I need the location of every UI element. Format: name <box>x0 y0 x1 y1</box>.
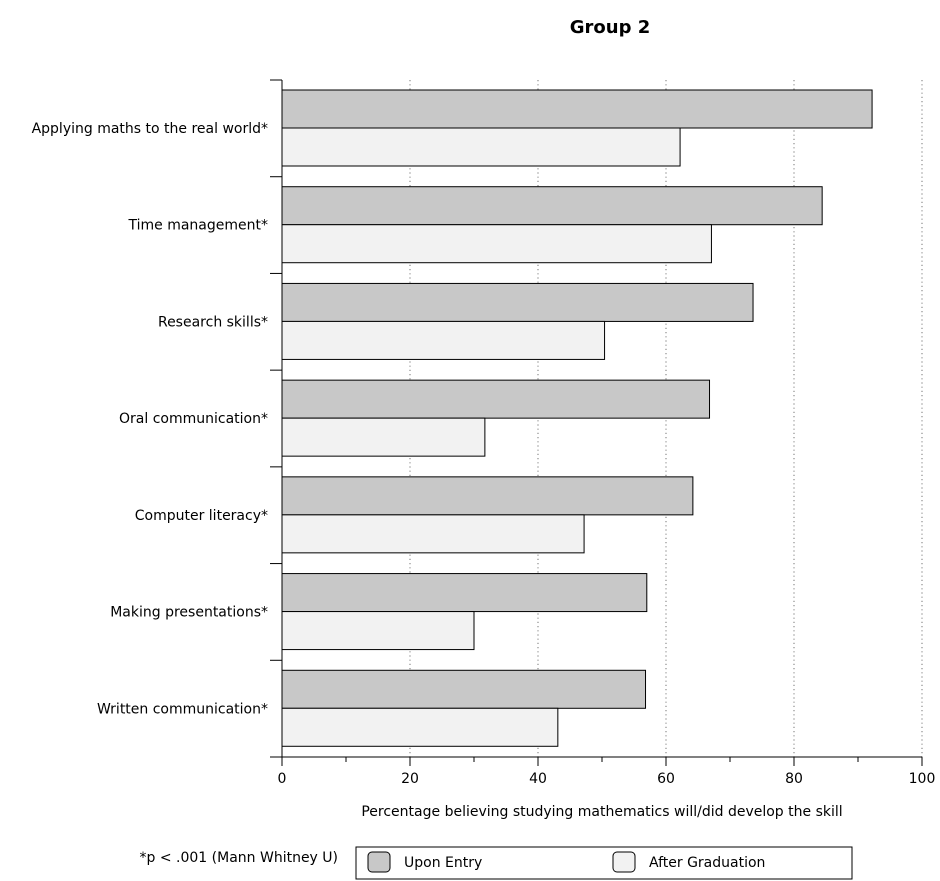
category-label: Research skills* <box>158 314 268 330</box>
x-tick-label: 40 <box>529 771 547 787</box>
bar-upon-entry-5 <box>281 573 648 613</box>
category-label: Making presentations* <box>110 605 268 621</box>
bar-after-graduation-3 <box>281 417 486 457</box>
bar-upon-entry-4 <box>281 476 694 516</box>
legend-label: Upon Entry <box>404 855 482 871</box>
x-axis-label: Percentage believing studying mathematic… <box>361 804 842 820</box>
category-label: Time management* <box>128 218 269 234</box>
legend-box <box>355 846 853 880</box>
axes <box>270 79 923 766</box>
x-tick-labels: 0 20 40 60 80 100 <box>278 771 936 787</box>
x-tick-label: 100 <box>909 771 936 787</box>
x-tick-label: 80 <box>785 771 803 787</box>
category-labels: Applying maths to the real world* Time ma… <box>32 121 268 717</box>
bar-after-graduation-0 <box>281 127 681 167</box>
significance-note: *p < .001 (Mann Whitney U) <box>140 850 338 866</box>
category-label: Computer literacy* <box>135 508 268 524</box>
bar-upon-entry-2 <box>281 282 754 322</box>
bar-after-graduation-5 <box>281 611 475 651</box>
bar-upon-entry-0 <box>281 89 873 129</box>
x-tick-label: 60 <box>657 771 675 787</box>
bar-upon-entry-3 <box>281 379 711 419</box>
legend-swatch-upon-entry <box>367 851 391 873</box>
x-tick-label: 20 <box>401 771 419 787</box>
legend: Upon Entry After Graduation <box>355 846 853 880</box>
bar-after-graduation-2 <box>281 320 606 360</box>
x-tick-label: 0 <box>278 771 287 787</box>
bars <box>281 89 873 747</box>
bar-after-graduation-4 <box>281 514 585 554</box>
category-label: Oral communication* <box>119 411 268 427</box>
legend-swatch-after-graduation <box>612 851 636 873</box>
bar-after-graduation-6 <box>281 707 559 747</box>
category-label: Written communication* <box>97 701 268 717</box>
category-label: Applying maths to the real world* <box>32 121 268 137</box>
legend-label: After Graduation <box>649 855 765 871</box>
bar-after-graduation-1 <box>281 224 712 264</box>
chart-title: Group 2 <box>570 17 651 38</box>
bar-upon-entry-6 <box>281 669 647 709</box>
bar-upon-entry-1 <box>281 186 823 226</box>
